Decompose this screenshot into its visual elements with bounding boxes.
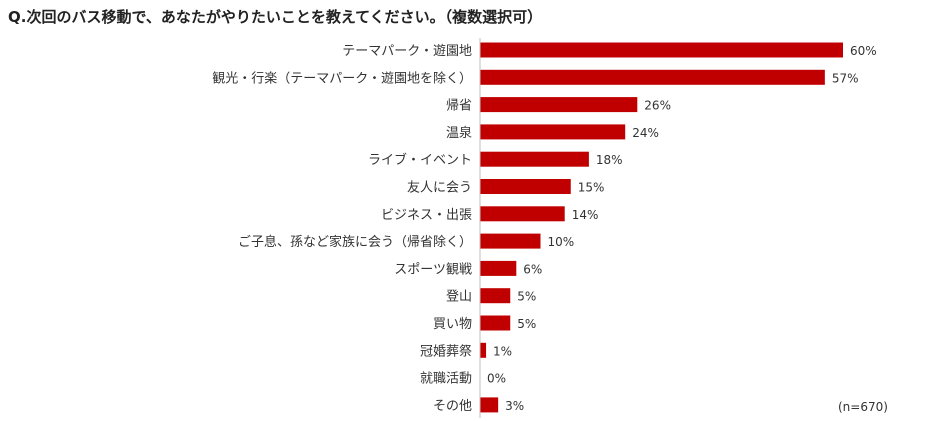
bar — [480, 42, 843, 58]
bars-layer: テーマパーク・遊園地 60% 観光・行楽（テーマパーク・遊園地を除く） 57% 帰省 26… — [212, 42, 877, 414]
category-label: 温泉 — [446, 125, 472, 141]
chart-title: Q.次回のバス移動で、あなたがやりたいことを教えてください。（複数選択可） — [8, 8, 543, 26]
category-label: 冠婚葬祭 — [420, 344, 472, 359]
value-label: 60% — [850, 44, 877, 58]
value-label: 5% — [517, 317, 536, 331]
bar — [480, 288, 511, 304]
value-label: 3% — [505, 399, 524, 413]
value-label: 0% — [487, 372, 506, 386]
category-label: ご子息、孫など家族に会う（帰省除く） — [238, 234, 472, 250]
value-label: 6% — [523, 262, 542, 276]
value-label: 15% — [578, 181, 605, 195]
bar — [480, 97, 638, 113]
value-label: 1% — [493, 344, 512, 358]
category-label: その他 — [433, 399, 472, 414]
bar — [480, 342, 487, 358]
category-label: 就職活動 — [420, 372, 472, 387]
value-label: 57% — [832, 71, 859, 85]
category-label: スポーツ観戦 — [394, 262, 472, 277]
bar — [480, 124, 626, 140]
sample-size-note: (n=670) — [838, 400, 888, 414]
bar — [480, 179, 571, 194]
category-label: 観光・行楽（テーマパーク・遊園地を除く） — [212, 70, 472, 86]
value-label: 26% — [644, 99, 671, 113]
value-label: 24% — [632, 126, 659, 140]
category-label: 友人に会う — [407, 180, 472, 196]
bar — [480, 151, 589, 167]
category-label: 帰省 — [446, 98, 472, 114]
category-label: テーマパーク・遊園地 — [342, 44, 472, 59]
bar — [480, 206, 565, 222]
bar — [480, 233, 541, 249]
category-label: ライブ・イベント — [368, 152, 472, 168]
category-label: 登山 — [446, 290, 472, 305]
category-label: ビジネス・出張 — [381, 208, 472, 223]
value-label: 14% — [572, 208, 599, 222]
bar — [480, 260, 517, 276]
value-label: 10% — [548, 235, 575, 249]
value-label: 5% — [517, 290, 536, 304]
category-label: 買い物 — [433, 317, 472, 332]
bar — [480, 315, 511, 331]
bar — [480, 69, 825, 85]
value-label: 18% — [596, 153, 623, 167]
bar — [480, 397, 499, 413]
